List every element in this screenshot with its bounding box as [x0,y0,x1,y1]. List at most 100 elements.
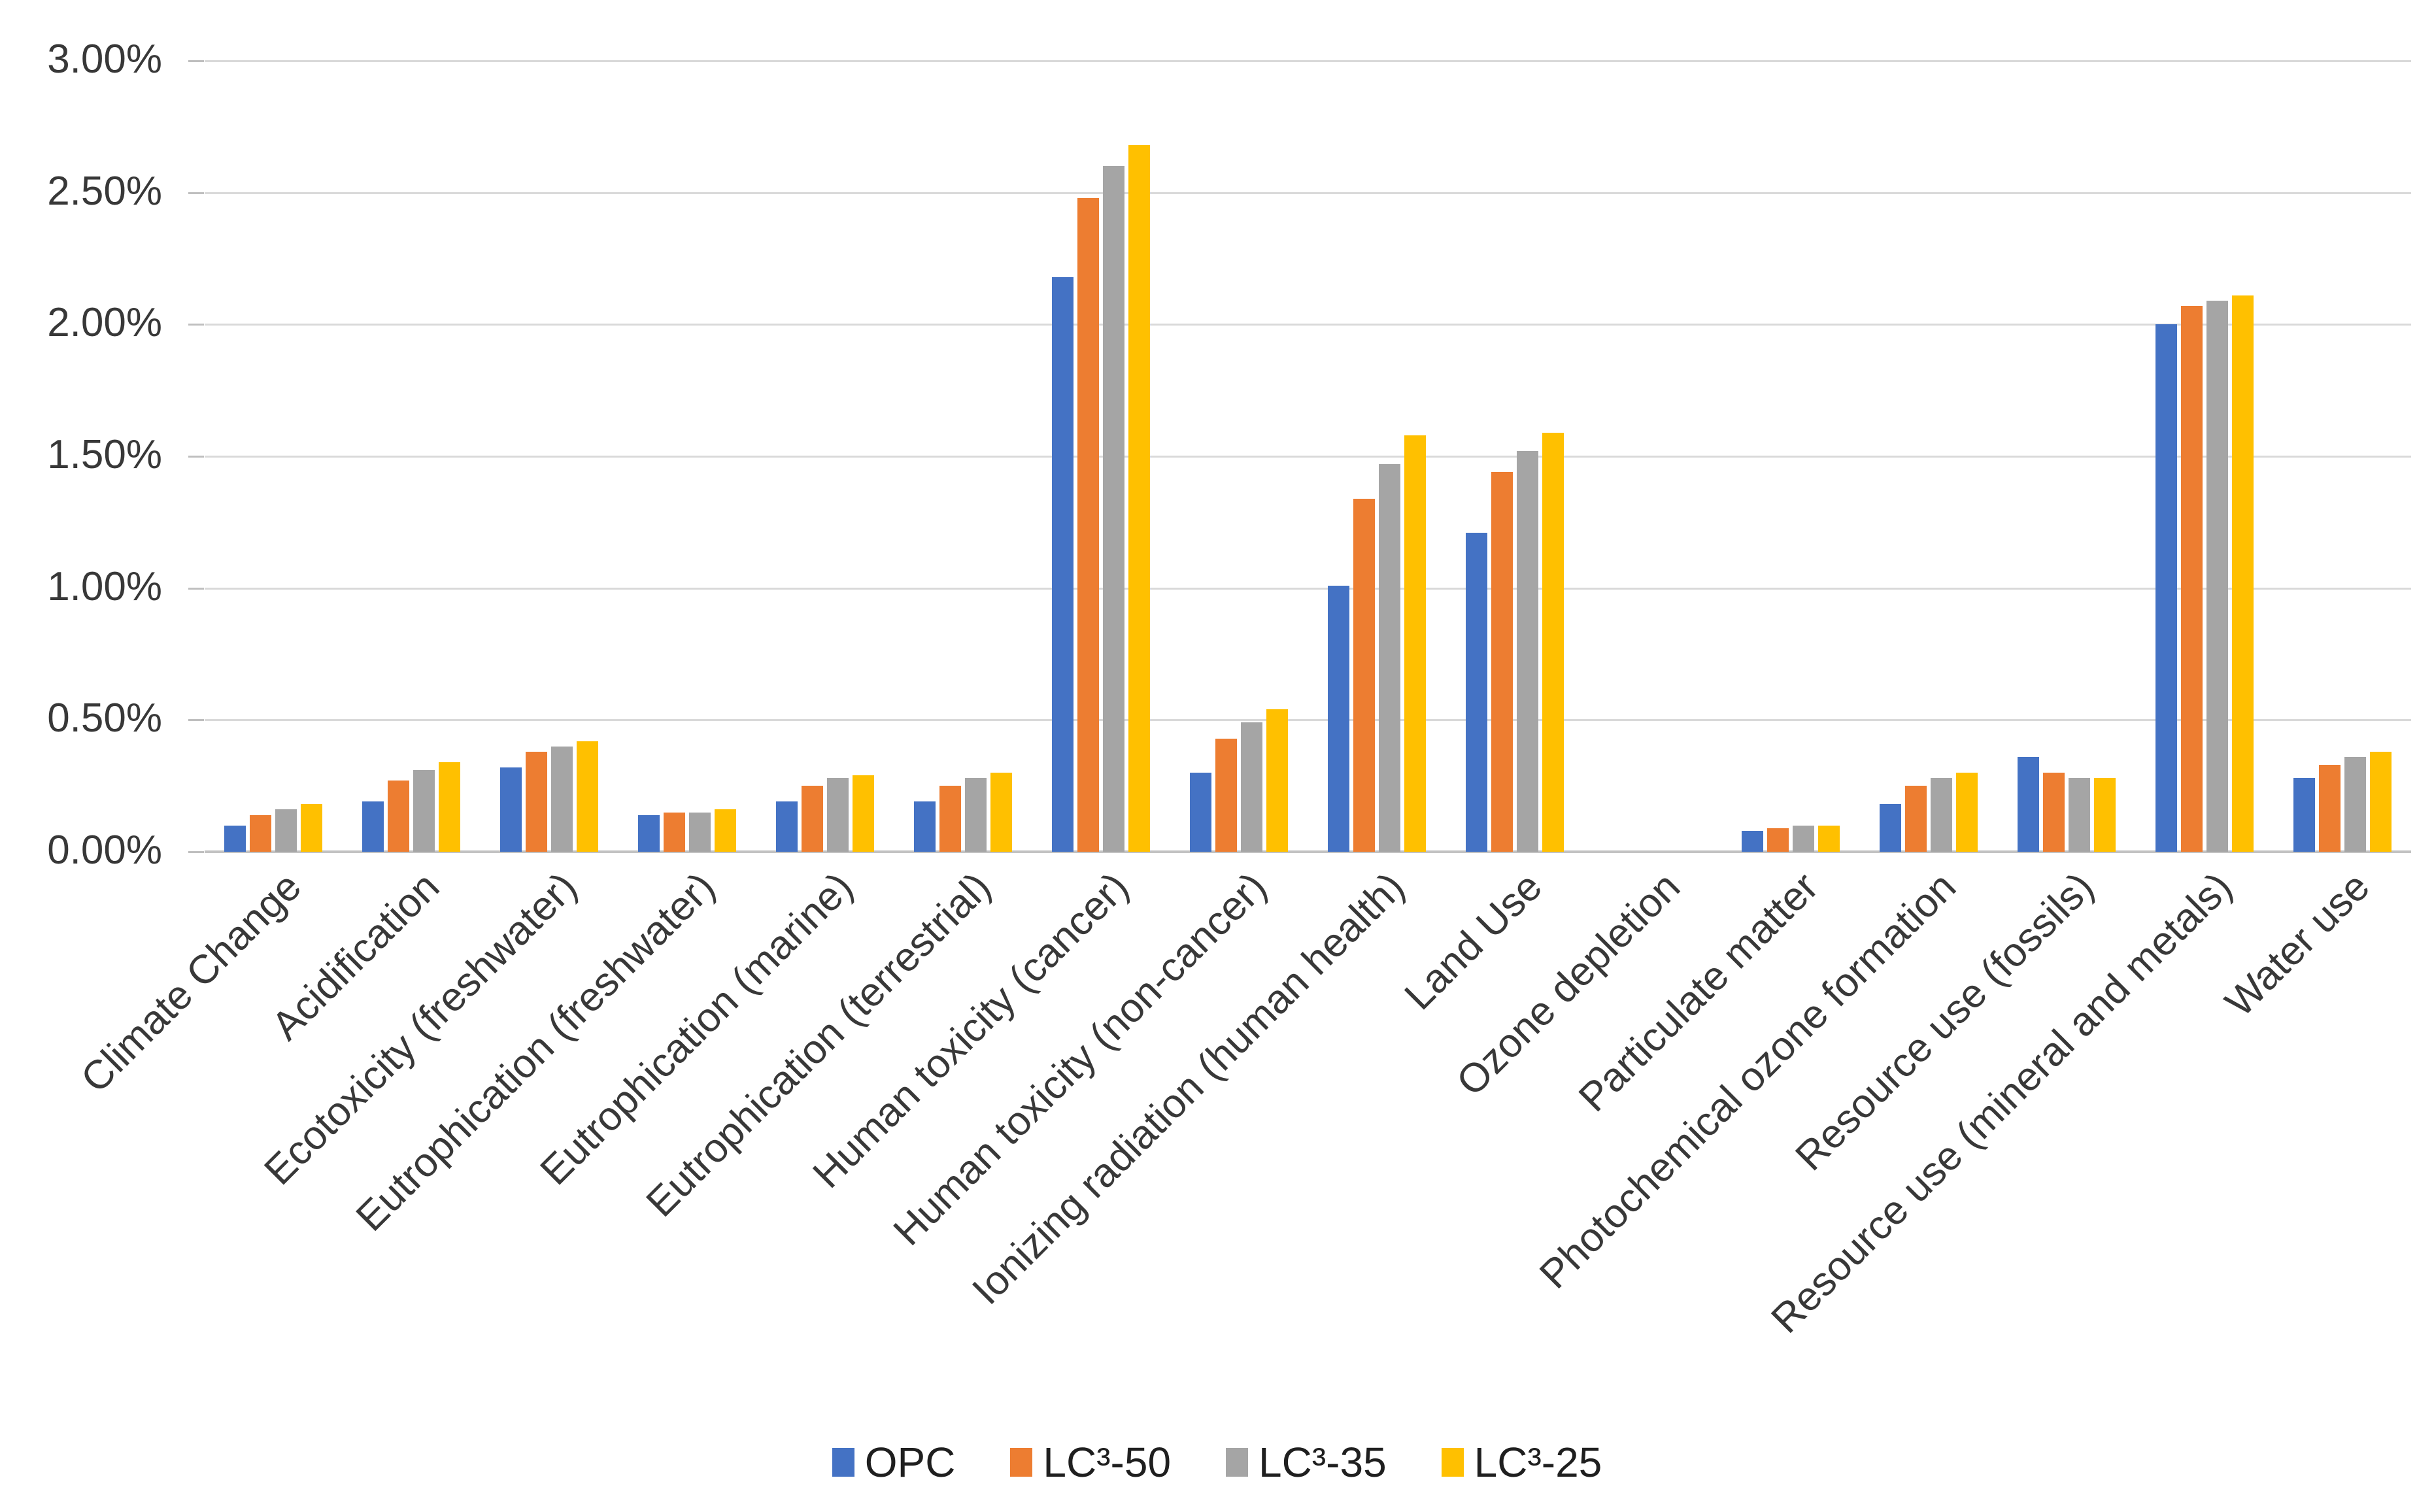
bar-opc-climate-change [224,826,246,852]
y-axis-tick-mark [188,851,204,853]
bar-lc-50-resource-use-fossils [2042,773,2065,852]
bar-lc-50-ionizing-radiation-human-health [1353,499,1375,852]
gridline-3.00% [205,60,2411,62]
bar-lc-35-land-use [1516,451,1538,852]
bar-group-ecotoxicity-freshwater [481,61,618,852]
bar-group-human-toxicity-non-cancer [1170,61,1308,852]
y-tick-label-0.00%: 0.00% [47,828,162,873]
bar-lc-35-photochemical-ozone-formation [1930,778,1952,852]
legend-label-lc-50: LC³-50 [1043,1439,1172,1486]
legend-label-lc-25: LC³-25 [1474,1439,1602,1486]
bar-lc-50-human-toxicity-non-cancer [1215,739,1238,852]
bar-lc-25-water-use [2369,752,2392,852]
bar-group-human-toxicity-cancer [1032,61,1170,852]
bar-lc-35-resource-use-fossils [2068,778,2090,852]
legend-label-opc: OPC [864,1439,956,1486]
legend-swatch-lc-50 [1010,1448,1033,1477]
y-tick-label-2.00%: 2.00% [47,300,162,346]
bar-lc-25-eutrophication-freshwater [715,809,737,852]
bar-lc-25-ionizing-radiation-human-health [1404,435,1426,852]
bar-lc-25-human-toxicity-cancer [1128,145,1151,852]
bar-lc-50-eutrophication-terrestrial [939,786,962,852]
gridline-2.50% [205,192,2411,194]
legend: OPC LC³-50 LC³-35 LC³-25 [0,1438,2434,1487]
legend-item-lc-25: LC³-25 [1441,1438,1602,1487]
category-label-climate-change: Climate Change [72,864,310,1101]
legend-swatch-lc-25 [1441,1448,1464,1477]
bar-lc-35-resource-use-mineral-and-metals [2206,301,2228,852]
bar-group-eutrophication-terrestrial [894,61,1032,852]
bar-group-water-use [2273,61,2411,852]
bar-lc-25-acidification [439,762,461,852]
bar-group-resource-use-fossils [1997,61,2135,852]
bar-lc-25-climate-change [301,804,323,852]
category-label-particulate-matter: Particulate matter [1570,864,1827,1121]
bar-opc-acidification [362,801,384,852]
bar-lc-50-ecotoxicity-freshwater [526,752,548,852]
bar-group-particulate-matter [1721,61,1859,852]
bar-lc-50-land-use [1491,472,1513,852]
bar-opc-ecotoxicity-freshwater [500,767,522,852]
bar-group-climate-change [205,61,343,852]
bar-opc-resource-use-fossils [2017,757,2039,852]
bar-lc-35-climate-change [275,809,297,852]
bar-lc-25-particulate-matter [1817,826,1840,852]
legend-item-lc-35: LC³-35 [1226,1438,1387,1487]
category-label-water-use: Water use [2217,864,2379,1026]
y-tick-label-0.50%: 0.50% [47,696,162,741]
y-axis-tick-mark [188,719,204,722]
bar-lc-35-eutrophication-marine [827,778,849,852]
bar-lc-35-eutrophication-freshwater [689,813,711,852]
y-tick-label-3.00%: 3.00% [47,37,162,82]
bar-lc-35-ionizing-radiation-human-health [1378,464,1400,852]
bar-lc-25-photochemical-ozone-formation [1955,773,1978,852]
bar-lc-35-human-toxicity-cancer [1103,166,1125,852]
legend-label-lc-35: LC³-35 [1259,1439,1387,1486]
bar-lc-35-ecotoxicity-freshwater [551,747,573,852]
y-tick-label-1.50%: 1.50% [47,432,162,477]
bar-lc-50-eutrophication-freshwater [664,813,686,852]
bar-opc-ionizing-radiation-human-health [1327,586,1349,852]
bar-lc-25-human-toxicity-non-cancer [1266,709,1289,852]
bar-lc-35-water-use [2344,757,2366,852]
bar-lc-35-eutrophication-terrestrial [965,778,987,852]
bar-lc-50-climate-change [250,815,272,852]
y-axis-tick-mark [188,324,204,326]
gridline-2.00% [205,324,2411,326]
y-axis-tick-mark [188,192,204,194]
bar-group-ozone-depletion [1583,61,1721,852]
bar-lc-25-ecotoxicity-freshwater [577,741,599,852]
y-tick-label-1.00%: 1.00% [47,563,162,609]
y-axis-tick-mark [188,456,204,458]
bar-lc-25-resource-use-mineral-and-metals [2231,295,2254,852]
bar-group-ionizing-radiation-human-health [1308,61,1446,852]
bar-lc-35-human-toxicity-non-cancer [1241,722,1263,852]
legend-swatch-opc [832,1448,854,1477]
legend-swatch-lc-35 [1226,1448,1249,1477]
legend-item-opc: OPC [832,1438,956,1487]
bar-lc-25-resource-use-fossils [2093,778,2116,852]
bar-lc-50-acidification [388,781,410,852]
bar-group-acidification [343,61,481,852]
bar-lc-50-eutrophication-marine [802,786,824,852]
bar-group-resource-use-mineral-and-metals [2135,61,2273,852]
bar-opc-land-use [1465,533,1487,852]
bar-lc-50-human-toxicity-cancer [1077,198,1100,852]
bar-opc-eutrophication-marine [776,801,798,852]
bar-lc-50-water-use [2318,765,2341,852]
bar-group-land-use [1445,61,1583,852]
y-axis-tick-mark [188,60,204,62]
bar-group-eutrophication-freshwater [618,61,756,852]
gridline-1.00% [205,587,2411,590]
bar-lc-35-acidification [413,770,435,852]
bar-opc-eutrophication-freshwater [638,815,660,852]
y-tick-label-2.50%: 2.50% [47,168,162,214]
bar-group-photochemical-ozone-formation [1859,61,1997,852]
x-axis-line [205,850,2411,853]
bar-lc-50-photochemical-ozone-formation [1904,786,1927,852]
bar-lc-50-resource-use-mineral-and-metals [2180,306,2203,852]
bar-opc-human-toxicity-non-cancer [1190,773,1212,852]
bar-lc-25-land-use [1542,433,1564,852]
bar-lc-35-particulate-matter [1792,826,1814,852]
